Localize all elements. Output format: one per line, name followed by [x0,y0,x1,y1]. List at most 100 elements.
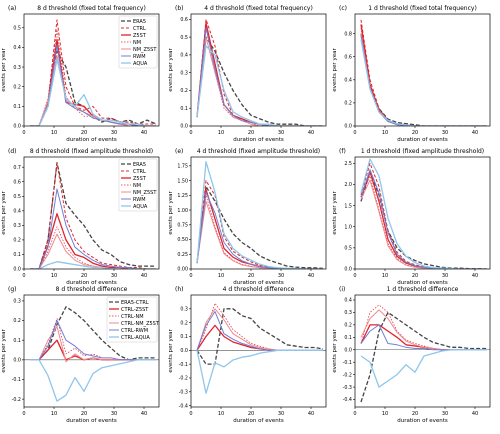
series-line-ctrl-aqua [30,359,156,402]
y-tick-label: 1.00 [177,208,188,214]
x-tick-label: 20 [248,411,254,417]
y-tick-label: 0.2 [180,88,188,94]
legend-entry: Z5ST [133,176,147,182]
x-tick-label: 30 [442,411,448,417]
legend-entry: NM_Z5ST [133,190,157,196]
x-tick-label: 40 [141,411,147,417]
panel-b: (b) 4 d threshold (fixed total frequency)… [168,5,327,143]
series-line-rwm [360,169,487,269]
series-line-nm-z5st [360,179,487,269]
panel-label: (h) [175,286,183,293]
series-group [196,302,324,394]
x-tick-label: 20 [412,411,418,417]
y-tick-label: 0.2 [13,84,21,90]
panel-title: 4 d threshold (fixed total frequency) [204,5,313,12]
panel-title: 8 d threshold difference [56,286,128,293]
x-tick-label: 30 [111,130,117,136]
y-tick-label: 0.50 [177,237,188,243]
series-line-z5st [360,171,487,269]
series-line-ctrl-rwm [30,320,156,361]
panel-label: (d) [8,148,17,155]
legend-entry: AQUA [133,204,148,210]
series-group [30,306,156,402]
y-axis-label: events per year [168,48,174,92]
series-line-ctrl-aqua [360,349,487,388]
axes-frame [354,294,491,408]
y-tick-label: -0.4 [343,397,352,403]
panel-label: (b) [175,5,184,12]
y-tick-label: -0.1 [343,360,352,366]
x-axis-label: duration of events [233,280,284,286]
x-tick-label: 40 [141,130,147,136]
y-tick-label: 0.4 [344,298,352,304]
x-tick-label: 20 [81,411,87,417]
y-tick-label: 0.6 [180,17,188,23]
y-tick-label: 0.1 [13,252,21,258]
series-line-era5 [196,185,324,269]
series-line-ctrl [30,19,156,126]
legend-entry: CTRL-AQUA [121,335,150,341]
y-tick-label: -0.1 [12,377,21,383]
legend-box [118,158,158,212]
y-tick-label: 0.0 [180,124,188,130]
legend-box [106,296,158,343]
series-line-nm-z5st [196,36,323,126]
x-tick-label: 0 [22,411,25,417]
x-tick-label: 10 [51,411,57,417]
y-tick-label: 0.3 [13,299,21,305]
y-tick-label: 1.25 [177,193,188,199]
x-tick-label: 20 [81,130,87,136]
panel-label: (f) [339,148,346,155]
y-tick-label: 0.5 [13,25,21,31]
x-tick-label: 30 [111,411,117,417]
series-line-aqua [196,45,323,126]
x-tick-label: 0 [22,130,25,136]
x-tick-label: 20 [412,273,418,279]
x-tick-label: 30 [278,273,284,279]
x-tick-label: 30 [111,273,117,279]
series-group [30,162,156,269]
legend-entry: RWM [133,54,146,60]
x-axis-label: duration of events [66,280,117,286]
series-line-ctrl [196,180,323,269]
y-tick-label: 0.8 [344,31,352,37]
y-tick-label: 0.5 [344,246,352,252]
panel-title: 4 d threshold difference [223,286,295,293]
series-line-aqua [30,58,156,126]
legend-entry: CTRL [133,169,146,175]
y-tick-label: 0.75 [177,222,188,228]
axes-frame [354,156,491,270]
y-tick-label: -0.3 [179,389,188,395]
x-tick-label: 40 [472,273,478,279]
panel-title: 8 d threshold (fixed amplitude threshold… [30,148,153,155]
y-tick-label: 0.0 [13,358,21,364]
legend-entry: CTRL [133,26,146,32]
panel-i: (i) 1 d threshold difference 0 10 20 30 40 -0.4… [332,286,491,424]
y-axis-label: events per year [332,191,338,235]
y-tick-label: 0.0 [13,124,21,130]
legend-entry: ERA5 [133,19,146,25]
y-tick-label: 0.0 [13,267,21,273]
x-tick-label: 40 [308,130,314,136]
y-tick-label: 0.3 [13,65,21,71]
axes-frame [23,156,160,270]
y-tick-label: -0.2 [179,376,188,382]
series-line-era5 [360,171,488,269]
y-tick-label: 0.0 [344,267,352,273]
legend-entry: ERA5-CTRL [121,300,149,306]
series-group [360,158,488,269]
x-tick-label: 40 [308,273,314,279]
series-group [360,304,487,403]
legend-box [118,15,158,69]
y-tick-label: 0.5 [180,35,188,41]
legend-entry: CTRL-NM_Z5ST [121,321,160,327]
series-group [196,18,323,126]
x-tick-label: 30 [442,130,448,136]
y-tick-label: 1.75 [177,164,188,170]
x-tick-label: 0 [189,273,192,279]
x-axis-label: duration of events [397,280,448,286]
y-tick-label: 1.5 [344,203,352,209]
series-group [360,19,487,126]
y-tick-label: 0.5 [13,194,21,200]
y-tick-label: 0.00 [177,267,188,273]
